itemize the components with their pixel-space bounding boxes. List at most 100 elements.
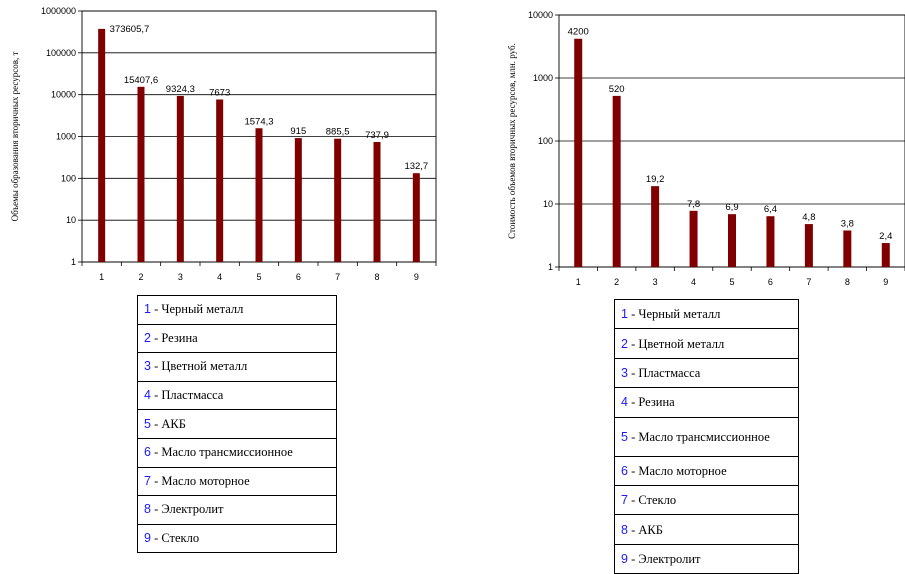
legend-number: 7: [144, 473, 151, 488]
legend-cell: 3 - Пластмасса: [614, 357, 799, 389]
legend-row: 6 - Масло моторное: [614, 455, 799, 486]
legend-text: - АКБ: [150, 416, 186, 431]
legend-number: 9: [144, 531, 151, 546]
data-label: 2,4: [879, 231, 892, 242]
legend-cell: 6 - Масло моторное: [614, 455, 799, 486]
legend-text: - Пластмасса: [150, 388, 224, 403]
y-tick-label: 100: [61, 173, 76, 183]
legend-text: - Пластмасса: [627, 365, 701, 380]
legend-row: 4 - Резина: [614, 387, 799, 418]
x-tick-label: 5: [729, 277, 734, 287]
y-axis-label: Объемы образования вторичных ресурсов, т: [10, 52, 20, 222]
legend-number: 6: [144, 445, 151, 460]
data-label: 6,9: [725, 202, 738, 213]
bar: [728, 214, 736, 267]
legend-text: - АКБ: [627, 522, 663, 537]
bar: [216, 99, 224, 262]
legend-number: 7: [621, 493, 628, 508]
legend-text: - Электролит: [150, 502, 224, 517]
data-label: 9324,3: [166, 84, 195, 95]
legend-row: 7 - Стекло: [614, 484, 799, 516]
legend-cell: 1 - Черный металл: [614, 298, 799, 330]
legend-cell: 1 - Черный металл: [137, 295, 337, 325]
data-label: 885,5: [326, 127, 350, 138]
x-tick-label: 2: [138, 272, 143, 282]
legend-row: 9 - Стекло: [137, 523, 337, 554]
legend-cell: 6 - Масло трансмиссионное: [137, 437, 337, 468]
bar: [651, 186, 660, 267]
data-label: 4,8: [802, 212, 815, 223]
x-tick-label: 4: [691, 277, 696, 287]
legend-row: 8 - АКБ: [614, 514, 799, 545]
data-label: 19,2: [646, 174, 665, 185]
y-tick-label: 100: [538, 136, 553, 146]
legend-cell: 3 - Цветной металл: [137, 352, 337, 382]
x-tick-label: 1: [99, 272, 104, 282]
bar: [98, 28, 106, 262]
legend-row: 1 - Черный металл: [137, 295, 337, 325]
x-tick-label: 2: [614, 277, 619, 287]
y-tick-label: 10000: [528, 10, 553, 20]
data-label: 3,8: [841, 218, 854, 229]
bar: [334, 138, 342, 262]
legend-cell: 2 - Цветной металл: [614, 328, 799, 359]
legend-cell: 8 - АКБ: [614, 514, 799, 545]
legend-number: 9: [621, 551, 628, 566]
legend-cell: 5 - Масло трансмиссионное: [614, 416, 799, 457]
legend-number: 3: [144, 359, 151, 374]
legend-table-1: 1 - Черный металл 2 - Резина 3 - Цветной м…: [137, 295, 337, 554]
x-tick-label: 8: [374, 272, 379, 282]
y-axis-label: Стоимость объемов вторичных ресурсов, мл…: [507, 43, 517, 239]
bar: [881, 243, 890, 267]
data-label: 4200: [568, 27, 589, 38]
x-tick-label: 3: [653, 277, 658, 287]
data-label: 520: [609, 84, 625, 95]
x-tick-label: 9: [414, 272, 419, 282]
bar: [766, 216, 775, 267]
data-label: 7,8: [687, 199, 700, 210]
legend-cell: 5 - АКБ: [137, 409, 337, 439]
legend-row: 3 - Пластмасса: [614, 357, 799, 389]
legend-text: - Резина: [150, 330, 198, 345]
legend-text: - Черный металл: [150, 302, 244, 317]
data-label: 6,4: [764, 204, 777, 215]
data-label: 737,9: [365, 130, 389, 141]
legend-row: 4 - Пластмасса: [137, 380, 337, 411]
legend-cell: 4 - Пластмасса: [137, 380, 337, 411]
data-label: 1574,3: [244, 116, 273, 127]
x-tick-label: 6: [768, 277, 773, 287]
legend-cell: 2 - Резина: [137, 323, 337, 354]
y-tick-label: 10: [66, 215, 76, 225]
legend-number: 1: [621, 307, 628, 322]
legend-number: 2: [621, 336, 628, 351]
bar: [689, 210, 698, 267]
legend-text: - Стекло: [627, 493, 677, 508]
legend-number: 8: [621, 522, 628, 537]
legend-text: - Стекло: [150, 531, 200, 546]
legend-cell: 4 - Резина: [614, 387, 799, 418]
legend-text: - Электролит: [627, 551, 701, 566]
legend-cell: 9 - Стекло: [137, 523, 337, 554]
y-tick-label: 1000: [56, 132, 76, 142]
legend-number: 2: [144, 330, 151, 345]
legend-row: 7 - Масло моторное: [137, 466, 337, 497]
y-tick-label: 1000: [533, 73, 553, 83]
x-tick-label: 7: [806, 277, 811, 287]
x-tick-label: 8: [845, 277, 850, 287]
legend-row: 8 - Электролит: [137, 495, 337, 525]
bar: [255, 128, 263, 262]
bar: [373, 142, 381, 262]
legend-row: 5 - АКБ: [137, 409, 337, 439]
legend-text: - Цветной металл: [627, 336, 725, 351]
legend-text: - Резина: [627, 395, 675, 410]
legend-row: 5 - Масло трансмиссионное: [614, 416, 799, 457]
legend-row: 9 - Электролит: [614, 543, 799, 574]
y-tick-label: 1: [71, 257, 76, 267]
chart-2: 1 10 100 1000 10000 1 4200 2 520 3 19,2 4 7,8 5 6,9 6 6,…: [507, 10, 905, 287]
x-tick-label: 1: [576, 277, 581, 287]
bar: [843, 230, 852, 267]
y-tick-label: 100000: [46, 48, 76, 58]
legend-cell: 7 - Масло моторное: [137, 466, 337, 497]
legend-number: 5: [621, 429, 628, 444]
